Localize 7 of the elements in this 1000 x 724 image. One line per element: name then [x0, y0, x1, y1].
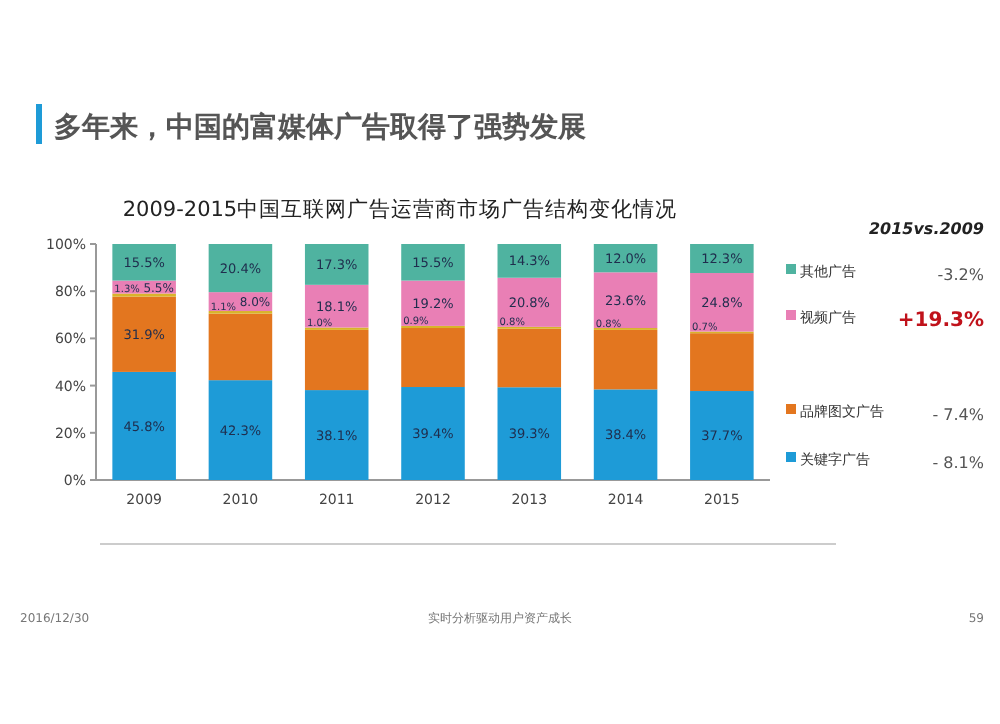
- chart-subtitle: 2009-2015中国互联网广告运营商市场广告结构变化情况: [122, 196, 678, 222]
- text: -3.2%: [937, 266, 985, 284]
- text: - 7.4%: [932, 406, 985, 424]
- text: - 8.1%: [932, 454, 985, 472]
- text: 2015vs.2009: [868, 220, 985, 238]
- chart-title: 多年来，中国的富媒体广告取得了强势发展: [54, 110, 586, 144]
- text: +19.3%: [897, 310, 984, 332]
